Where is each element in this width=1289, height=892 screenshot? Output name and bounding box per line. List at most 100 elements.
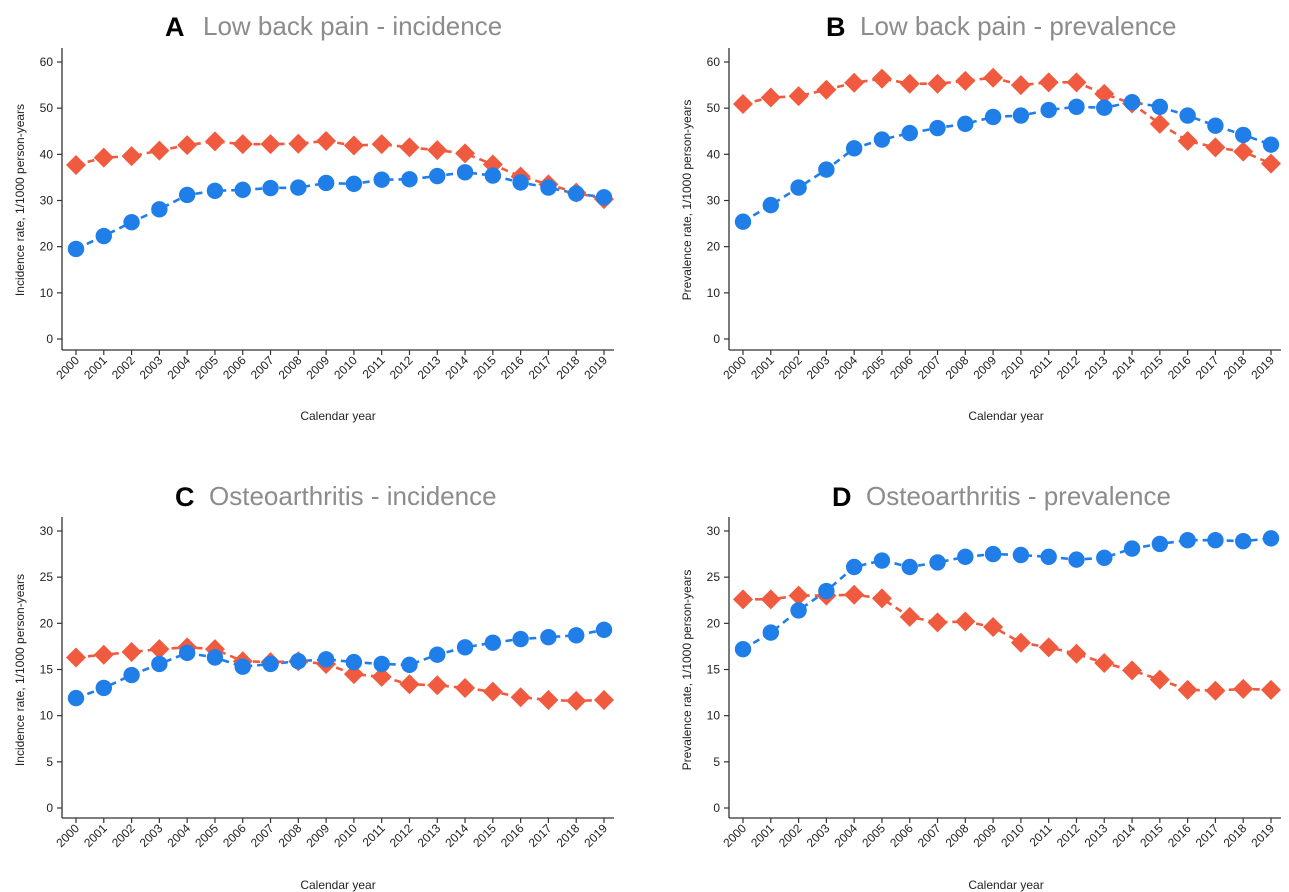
panel-d-x-tick-label: 2001 [748, 821, 777, 850]
panel-b-diamond-point [1149, 113, 1170, 134]
panel-c-circle-point [401, 656, 418, 674]
panel-d-circle-point [734, 640, 752, 658]
panel-d-x-tick-label: 2017 [1193, 821, 1222, 850]
panel-a-diamond-point [149, 140, 170, 161]
panel-d-circle-point [1040, 548, 1057, 566]
panel-d-circle-point [984, 545, 1002, 563]
panel-c-circle-point [317, 651, 335, 668]
panel-a-x-tick-label: 2014 [442, 353, 471, 382]
panel-b-diamond-point [1038, 72, 1059, 93]
panel-d-x-tick-label: 2004 [831, 821, 860, 850]
panel-b-x-tick-label: 2015 [1137, 353, 1166, 382]
panel-a-y-tick-label: 40 [40, 147, 54, 161]
panel-b-diamond-point [1066, 72, 1087, 93]
panel-c-diamond-point [427, 675, 448, 696]
panel-b-diamond-point [788, 86, 809, 107]
panel-a-diamond-point [177, 135, 198, 156]
panel-b-circle-point [1151, 98, 1169, 115]
panel-b-circle-point [1179, 107, 1196, 124]
panel-a-circle-point [568, 185, 585, 202]
panel-d-plot: 0 5 10 15 20 25 30 2000 2001 2002 2003 2004 2005 2006… [707, 517, 1281, 850]
panel-b-x-axis-label: Calendar year [968, 409, 1043, 423]
panel-a-diamond-point [288, 133, 309, 154]
panel-a-x-tick-label: 2019 [581, 353, 610, 382]
panel-d-circle-point [762, 624, 779, 641]
panel-d-circle-point [1123, 540, 1141, 557]
panel-a-circle-point [540, 179, 557, 196]
panel-d-x-tick-label: 2013 [1082, 821, 1111, 850]
panel-a-diamond-point [343, 135, 364, 156]
panel-d-x-tick-label: 2014 [1109, 821, 1138, 850]
panel-c-diamond-point [566, 690, 587, 711]
panel-c-circle-point [429, 646, 446, 663]
panel-a-x-tick-label: 2001 [81, 353, 110, 382]
panel-a-circle-point [290, 179, 307, 196]
panel-b-x-tick-label: 2002 [776, 353, 805, 382]
panel-b-diamond-point [1094, 83, 1115, 104]
panel-a-circle-point [373, 171, 390, 188]
panel-d-title: Osteoarthritis - prevalence [866, 481, 1171, 511]
panel-d-circle-point [873, 552, 891, 569]
panel-c-circle-point [373, 655, 390, 673]
panel-d-circle-point [901, 558, 918, 576]
panel-d-diamond-point [1233, 678, 1254, 699]
panel-b-x-tick-label: 2019 [1248, 353, 1277, 382]
panel-d-x-tick-label: 2007 [915, 821, 944, 850]
panel-b-y-tick-label: 60 [707, 55, 721, 69]
panel-b-circle-point [984, 108, 1002, 126]
panel-d-diamond-point [871, 588, 892, 609]
panel-d-diamond-point [983, 617, 1004, 638]
panel-c-circle-point [484, 634, 502, 651]
panel-c-x-tick-label: 2004 [164, 821, 193, 850]
panel-c-diamond-point [399, 674, 420, 695]
panel-d-diamond-point [1205, 680, 1226, 701]
panel-d-circle-point [1235, 532, 1252, 550]
panel-a-letter: A [165, 12, 185, 42]
panel-b-diamond-point [983, 67, 1004, 88]
panel-d-x-tick-label: 2010 [998, 821, 1027, 850]
panel-a-diamond-point [121, 146, 142, 167]
panel-a-x-tick-label: 2006 [220, 353, 249, 382]
panel-c-x-tick-label: 2013 [415, 821, 444, 850]
panel-c-diamond-point [121, 641, 142, 662]
panel-c-x-tick-label: 2006 [220, 821, 249, 850]
panel-d-y-tick-label: 15 [707, 663, 721, 677]
panel-c-diamond-point [66, 647, 86, 668]
panel-a-diamond-point [204, 131, 225, 152]
panel-a-x-tick-label: 2016 [498, 353, 527, 382]
panel-d-letter: D [832, 482, 852, 512]
panel-c-x-tick-label: 2018 [554, 821, 583, 850]
panel-d-diamond-point [1122, 660, 1143, 681]
panel-c: C Osteoarthritis - incidence 0 5 10 15 20 25 3… [13, 481, 614, 892]
panel-a-x-tick-label: 2008 [276, 353, 305, 382]
panel-c-y-tick-label: 10 [40, 709, 54, 723]
panel-c-circle-point [234, 658, 251, 675]
panel-a-x-tick-label: 2003 [137, 353, 166, 382]
panel-a-x-tick-label: 2002 [109, 353, 138, 382]
panel-d-circle-point [1262, 530, 1280, 547]
panel-c-circle-point [95, 679, 112, 697]
panel-d-y-tick-label: 25 [707, 570, 721, 584]
panel-b-diamond-point [760, 87, 781, 108]
panel-b-diamond-point [871, 68, 892, 89]
panel-a-circle-point [345, 175, 363, 193]
panel-d-diamond-point [1038, 637, 1059, 658]
panel-d-x-tick-label: 2012 [1054, 821, 1083, 850]
panel-b: B Low back pain - prevalence 0 10 20 30 40 50… [680, 11, 1281, 423]
panel-b-circle-point [762, 196, 779, 214]
panel-a-diamond-point [316, 130, 337, 151]
panel-c-diamond-point [93, 644, 114, 665]
panel-a-diamond-point [427, 140, 448, 161]
panel-d-diamond-point [955, 611, 976, 632]
panel-c-x-axis-label: Calendar year [300, 878, 375, 892]
panel-b-circle-point [1040, 101, 1057, 119]
panel-a-circle-point [262, 179, 279, 197]
panel-a-circle-point [317, 174, 335, 192]
panel-b-y-tick-label: 50 [707, 101, 721, 115]
panel-c-circle-point [290, 652, 307, 670]
panel-b-circle-point [818, 161, 835, 178]
panel-b-circle-point [845, 140, 863, 157]
panel-a-circle-point [95, 227, 112, 245]
panel-c-title: Osteoarthritis - incidence [209, 481, 497, 511]
panel-b-x-tick-label: 2012 [1054, 353, 1083, 382]
